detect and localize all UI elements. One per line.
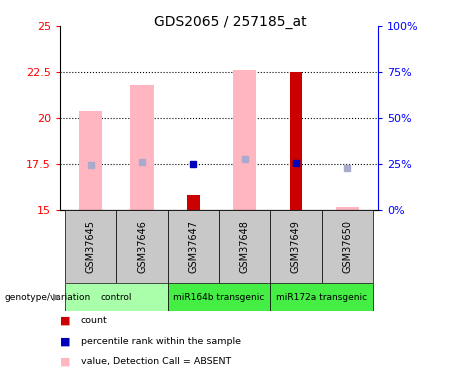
Bar: [336, 207, 359, 210]
Text: GDS2065 / 257185_at: GDS2065 / 257185_at: [154, 15, 307, 29]
Bar: [322, 210, 373, 283]
Bar: [168, 210, 219, 283]
Text: genotype/variation: genotype/variation: [5, 292, 91, 302]
Bar: [233, 70, 256, 210]
Bar: [65, 283, 168, 311]
Bar: [65, 210, 116, 283]
Bar: [290, 72, 302, 210]
Text: ■: ■: [60, 316, 71, 326]
Bar: [130, 85, 154, 210]
Bar: [219, 210, 270, 283]
Bar: [168, 283, 270, 311]
Bar: [270, 283, 373, 311]
Text: GSM37649: GSM37649: [291, 220, 301, 273]
Bar: [79, 111, 102, 210]
Text: miR164b transgenic: miR164b transgenic: [173, 292, 265, 302]
Bar: [116, 210, 168, 283]
Text: GSM37647: GSM37647: [189, 220, 198, 273]
Text: GSM37648: GSM37648: [240, 220, 249, 273]
Text: value, Detection Call = ABSENT: value, Detection Call = ABSENT: [81, 357, 231, 366]
Text: percentile rank within the sample: percentile rank within the sample: [81, 337, 241, 346]
Text: ■: ■: [60, 357, 71, 367]
Text: miR172a transgenic: miR172a transgenic: [276, 292, 367, 302]
Text: count: count: [81, 316, 107, 325]
Bar: [187, 195, 200, 210]
Bar: [270, 210, 322, 283]
Text: GSM37645: GSM37645: [86, 220, 96, 273]
Text: control: control: [100, 292, 132, 302]
Text: GSM37646: GSM37646: [137, 220, 147, 273]
Text: ▶: ▶: [53, 292, 60, 302]
Text: ■: ■: [60, 336, 71, 346]
Text: GSM37650: GSM37650: [342, 220, 352, 273]
